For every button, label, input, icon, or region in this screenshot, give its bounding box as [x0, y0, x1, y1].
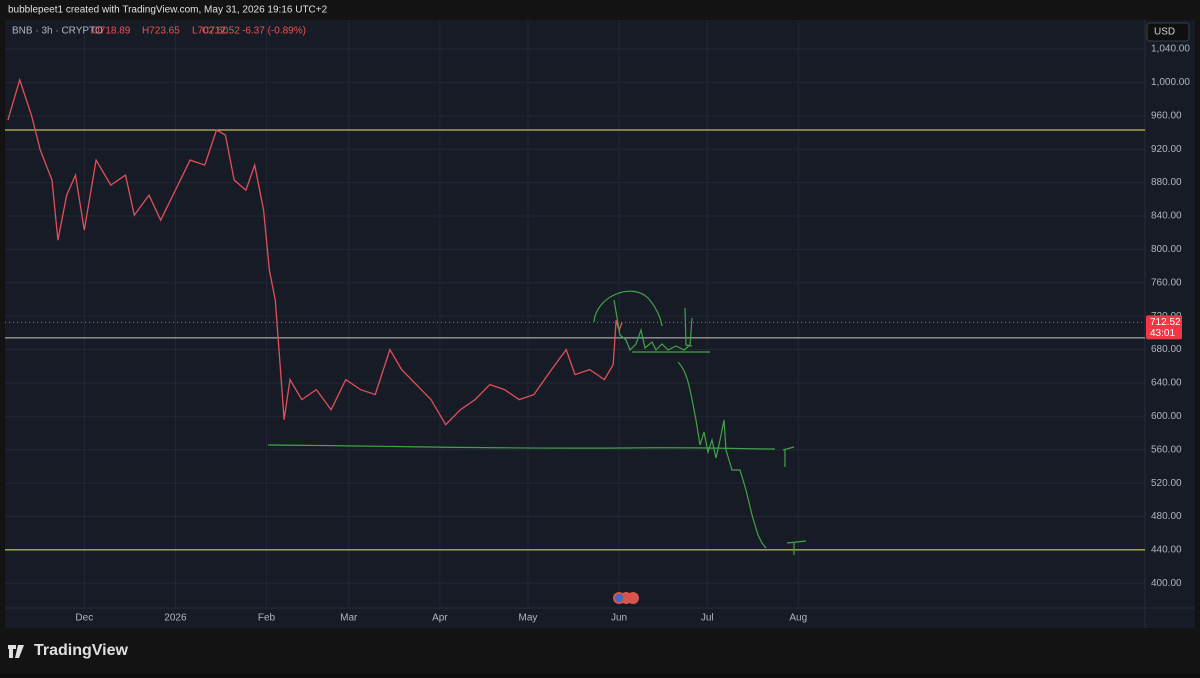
series: [5, 77, 1145, 426]
y-tick-label: 480.00: [1151, 511, 1182, 522]
drawing-mark: [786, 540, 807, 555]
drawing-line: [267, 444, 776, 450]
x-tick-label: Mar: [340, 613, 358, 624]
y-tick-label: 840.00: [1151, 211, 1182, 222]
last-price-tag: [1146, 315, 1182, 340]
last-price-label: 712.52: [1150, 317, 1181, 328]
symbol: BNB · 3h · CRYPTO: [12, 26, 103, 37]
grid: [5, 20, 1145, 608]
drawing-arc: [593, 290, 663, 327]
x-tick-label: Apr: [432, 613, 448, 624]
event-icon: [615, 594, 623, 602]
ohlc-change: -6.37 (-0.89%): [242, 26, 306, 37]
x-tick-label: Feb: [258, 613, 276, 624]
x-tick-label: Aug: [789, 613, 807, 624]
y-tick-label: 960.00: [1151, 110, 1182, 121]
chart-pane: [5, 20, 1145, 628]
x-tick-label: Dec: [75, 613, 93, 624]
logo: [8, 645, 24, 658]
countdown: 43:01: [1150, 328, 1175, 339]
y-tick-label: 440.00: [1151, 545, 1182, 556]
y-tick-label: 520.00: [1151, 478, 1182, 489]
brand-name: TradingView: [34, 642, 129, 659]
ohlc-open: O718.89: [92, 26, 131, 37]
x-tick-label: Jul: [701, 613, 714, 624]
y-tick-label: 680.00: [1151, 344, 1182, 355]
ohlc-high: H723.65: [142, 26, 180, 37]
caption: bubblepeet1 created with TradingView.com…: [8, 5, 328, 16]
y-tick-label: 560.00: [1151, 444, 1182, 455]
x-tick-label: 2026: [164, 613, 187, 624]
drawing-projection: [677, 361, 767, 549]
y-tick-label: 1,040.00: [1151, 44, 1190, 55]
x-tick-label: Jun: [611, 613, 627, 624]
x-tick-label: May: [519, 613, 538, 624]
levels: [5, 129, 1145, 551]
drawings: [267, 290, 807, 555]
drawing-mark: [782, 446, 795, 467]
y-tick-label: 760.00: [1151, 277, 1182, 288]
y-tick-label: 640.00: [1151, 378, 1182, 389]
brand: TradingView: [8, 642, 129, 659]
ohlc-low: L702.60: [192, 26, 229, 37]
y-tick-label: 920.00: [1151, 144, 1182, 155]
currency-button[interactable]: [1146, 22, 1190, 42]
price-line: [7, 77, 623, 426]
ohlc-close: C712.52: [202, 26, 240, 37]
y-tick-label: 1,000.00: [1151, 77, 1190, 88]
y-tick-label: 880.00: [1151, 177, 1182, 188]
drawing-path: [613, 299, 691, 352]
y-tick-label: 800.00: [1151, 244, 1182, 255]
y-tick-label: 600.00: [1151, 411, 1182, 422]
currency[interactable]: USD: [1154, 27, 1175, 38]
y-tick-label: 400.00: [1151, 578, 1182, 589]
event-icons: [613, 592, 639, 604]
drawing-mark: [684, 307, 693, 347]
event-icon: [627, 592, 639, 604]
